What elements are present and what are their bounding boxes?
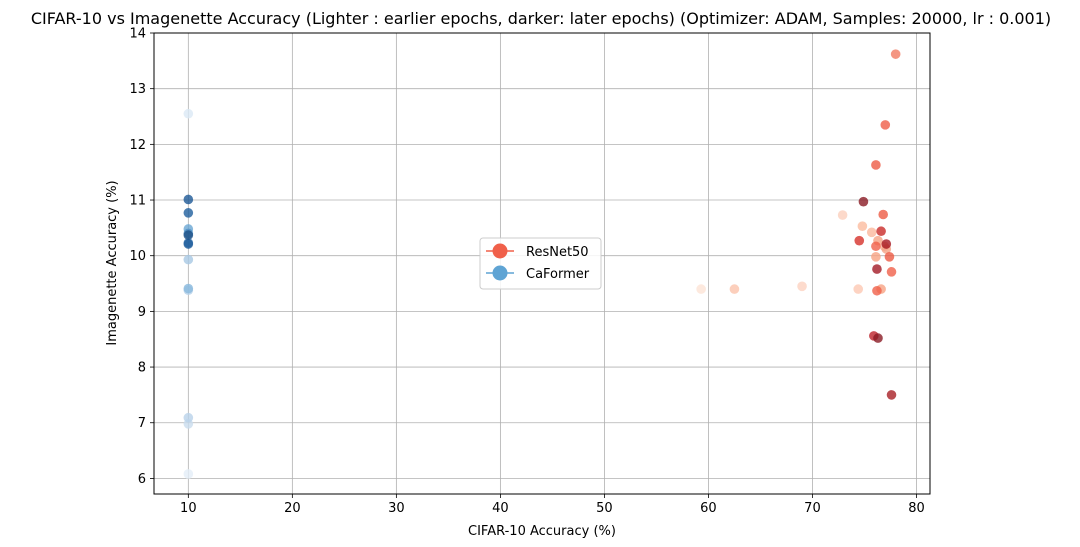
- data-point-resnet50: [871, 252, 881, 262]
- data-point-caformer: [183, 230, 194, 240]
- data-point-caformer: [183, 254, 194, 265]
- data-point-caformer: [183, 208, 194, 218]
- x-tick-label: 60: [700, 501, 717, 516]
- x-tick-label: 50: [596, 501, 613, 516]
- x-tick-label: 20: [284, 501, 301, 516]
- data-point-caformer: [183, 108, 194, 119]
- data-point-resnet50: [857, 221, 868, 231]
- data-point-resnet50: [854, 235, 865, 246]
- y-tick-label: 13: [129, 82, 146, 97]
- data-point-resnet50: [837, 210, 848, 220]
- legend-marker-caformer: [492, 265, 508, 281]
- legend-marker-resnet50: [492, 243, 508, 259]
- data-point-resnet50: [890, 49, 901, 59]
- data-point-caformer: [183, 283, 194, 294]
- x-tick-label: 10: [180, 501, 197, 516]
- y-tick-label: 7: [138, 416, 146, 431]
- x-tick-label: 70: [804, 501, 821, 516]
- data-point-caformer: [183, 412, 194, 423]
- data-point-resnet50: [729, 284, 740, 294]
- y-tick-label: 8: [138, 361, 146, 376]
- data-point-resnet50: [797, 281, 807, 292]
- data-point-resnet50: [886, 267, 897, 277]
- data-point-resnet50: [873, 333, 883, 343]
- data-point-resnet50: [876, 226, 886, 237]
- data-point-resnet50: [881, 239, 892, 249]
- data-point-resnet50: [853, 284, 864, 294]
- data-point-resnet50: [871, 241, 881, 252]
- y-tick-label: 6: [138, 472, 146, 487]
- data-point-resnet50: [871, 160, 881, 170]
- data-point-resnet50: [886, 390, 897, 400]
- x-tick-label: 40: [492, 501, 509, 516]
- data-point-resnet50: [858, 196, 869, 207]
- axis-ticks: 10 20 30 40 50 60 70 80 6 7 8 9 10 11 12 13 14: [129, 27, 924, 517]
- y-tick-label: 9: [138, 305, 146, 320]
- x-axis-label: CIFAR-10 Accuracy (%): [468, 524, 616, 539]
- data-point-caformer: [183, 469, 194, 479]
- legend: ResNet50 CaFormer: [479, 237, 602, 290]
- legend-label-resnet50: ResNet50: [526, 245, 589, 260]
- x-tick-label: 30: [388, 501, 405, 516]
- data-point-resnet50: [884, 252, 895, 262]
- y-tick-label: 11: [129, 194, 146, 209]
- y-tick-label: 12: [129, 138, 146, 153]
- y-axis-label: Imagenette Accuracy (%): [105, 180, 120, 345]
- data-point-resnet50: [872, 264, 882, 274]
- y-tick-label: 10: [129, 249, 146, 264]
- data-point-caformer: [183, 239, 194, 249]
- y-tick-label: 14: [129, 27, 146, 42]
- data-point-resnet50: [872, 285, 882, 296]
- data-point-resnet50: [878, 209, 888, 220]
- x-tick-label: 80: [908, 501, 925, 516]
- chart-title: CIFAR-10 vs Imagenette Accuracy (Lighter…: [31, 9, 1051, 28]
- data-point-resnet50: [880, 120, 891, 130]
- data-points: [183, 49, 901, 479]
- data-point-resnet50: [866, 227, 877, 238]
- data-point-caformer: [183, 194, 194, 205]
- data-point-resnet50: [696, 284, 706, 294]
- legend-label-caformer: CaFormer: [526, 267, 590, 282]
- plot-frame: [153, 32, 931, 495]
